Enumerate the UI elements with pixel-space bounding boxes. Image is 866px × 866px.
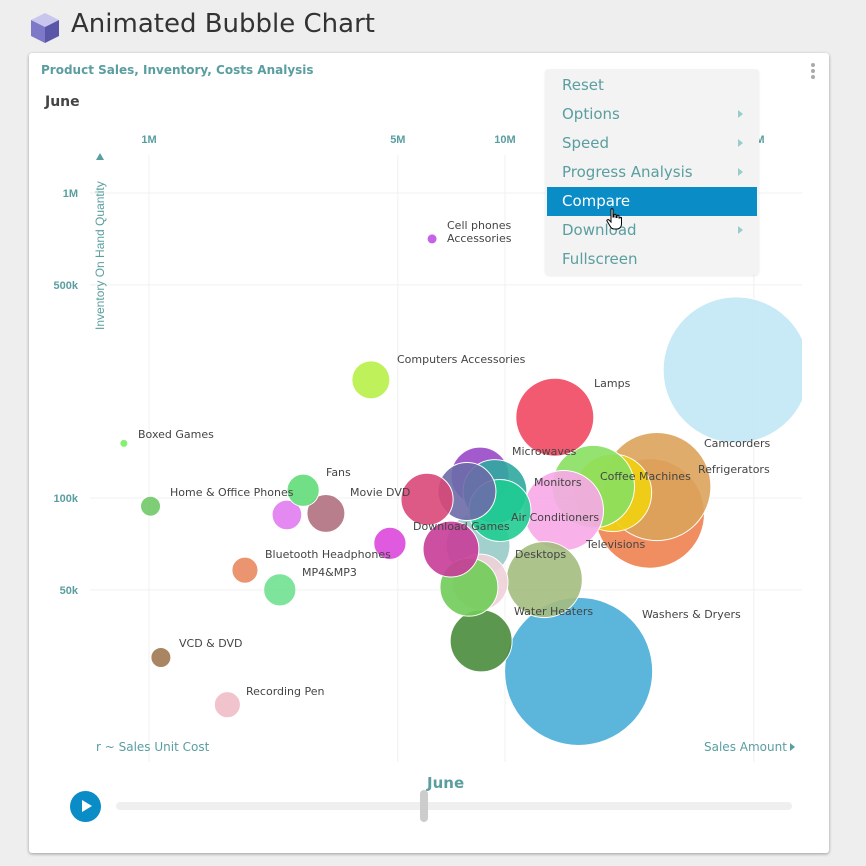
submenu-arrow-icon [738,110,743,118]
menu-item-label: Compare [562,192,631,210]
bubble-label: Lamps [594,377,631,390]
bubble-label: Refrigerators [698,463,770,476]
submenu-arrow-icon [738,168,743,176]
bubble-label: Home & Office Phones [170,486,294,499]
bubble-bluetooth-headphones[interactable] [231,556,259,584]
bubble-label: Microwaves [512,445,577,458]
bubble-label: Camcorders [704,437,771,450]
bubble-washers-dryers[interactable] [504,596,654,746]
bubble-label: Water Heaters [514,605,594,618]
timeline-slider-handle[interactable] [419,790,428,822]
bubble-label: Boxed Games [138,428,214,441]
bubble-label: VCD & DVD [179,637,243,650]
x-tick-label: 10M [494,134,515,146]
menu-item-progress-analysis[interactable]: Progress Analysis [545,158,759,187]
menu-item-label: Progress Analysis [562,163,693,181]
bubble-label: Washers & Dryers [642,608,741,621]
y-tick-label: 50k [60,585,79,597]
bubble-vcd-dvd[interactable] [150,646,172,668]
y-tick-label: 500k [54,280,79,292]
bubble-label: MP4&MP3 [302,566,357,579]
bubble-label: Coffee Machines [600,470,691,483]
bubble-label: Download Games [413,520,510,533]
bubble-label: Monitors [534,476,582,489]
bubble-labels: Washers & Dryers Refrigerators Camcorders T… [90,150,802,762]
bubble-fans[interactable] [286,473,320,507]
submenu-arrow-icon [738,139,743,147]
bubble-label: Cell phones Accessories [447,219,512,245]
hand-cursor-icon [606,208,622,230]
bubble-label: Fans [326,466,351,479]
bubble-label: Televisions [586,538,646,551]
menu-item-label: Download [562,221,637,239]
size-legend-label: r ~ Sales Unit Cost [96,740,210,754]
x-axis-label-text: Sales Amount [704,740,787,754]
bubble-home-office-phones[interactable] [140,495,162,517]
bubble-label: Bluetooth Headphones [265,548,391,561]
bubble-lamps[interactable] [515,377,595,457]
bubble-label: Computers Accessories [397,353,526,366]
bubble-label: Air Conditioners [511,511,600,524]
more-options-icon[interactable] [809,63,817,81]
y-tick-label: 1M [63,188,78,200]
bubble-label: Desktops [515,548,567,561]
menu-item-label: Reset [562,76,604,94]
submenu-arrow-icon [738,226,743,234]
y-axis-label: Inventory On Hand Quantity [93,181,107,330]
x-tick-label: 5M [390,134,405,146]
menu-item-label: Speed [562,134,610,152]
chart-title: Product Sales, Inventory, Costs Analysis [41,63,314,77]
menu-item-speed[interactable]: Speed [545,129,759,158]
timeline-slider[interactable] [116,802,792,810]
bubble-download-games[interactable] [422,520,480,578]
menu-item-label: Fullscreen [562,250,638,268]
bubble-label: Recording Pen [246,685,325,698]
page-title: Animated Bubble Chart [71,9,375,39]
bubble-unlabeled[interactable] [271,499,303,531]
context-menu: Reset Options Speed Progress Analysis Compar… [545,69,759,275]
period-label: June [45,94,80,110]
bubble-cell-phones-accessories[interactable] [426,233,438,245]
bubble-recording-pen[interactable] [213,691,241,719]
cube-logo-icon [31,13,59,43]
play-button[interactable] [70,791,101,822]
bubble-computers-accessories[interactable] [351,360,391,400]
bubble-boxed-games[interactable] [119,438,129,448]
bubble-mp4-mp3[interactable] [263,573,297,607]
bubble-label: Movie DVD [350,486,411,499]
menu-item-download[interactable]: Download [545,216,759,245]
bubble-movie-dvd[interactable] [306,493,346,533]
x-tick-label: 1M [141,134,156,146]
menu-item-compare[interactable]: Compare [547,187,757,216]
bubble-unlabeled[interactable] [373,526,407,560]
y-axis-arrow-icon [96,153,104,160]
menu-item-fullscreen[interactable]: Fullscreen [545,245,759,274]
bubble-unlabeled[interactable] [662,296,809,444]
menu-item-reset[interactable]: Reset [545,71,759,100]
x-axis-arrow-icon [789,743,795,751]
x-axis-label: Sales Amount [704,740,795,754]
menu-item-options[interactable]: Options [545,100,759,129]
menu-item-label: Options [562,105,620,123]
y-tick-label: 100k [54,493,79,505]
bubble-unlabeled[interactable] [400,472,454,526]
timeline-period-label: June [427,774,465,792]
